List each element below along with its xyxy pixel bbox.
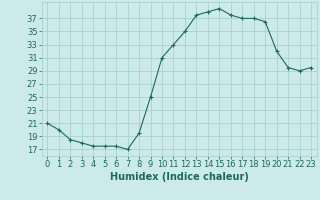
X-axis label: Humidex (Indice chaleur): Humidex (Indice chaleur) <box>110 172 249 182</box>
